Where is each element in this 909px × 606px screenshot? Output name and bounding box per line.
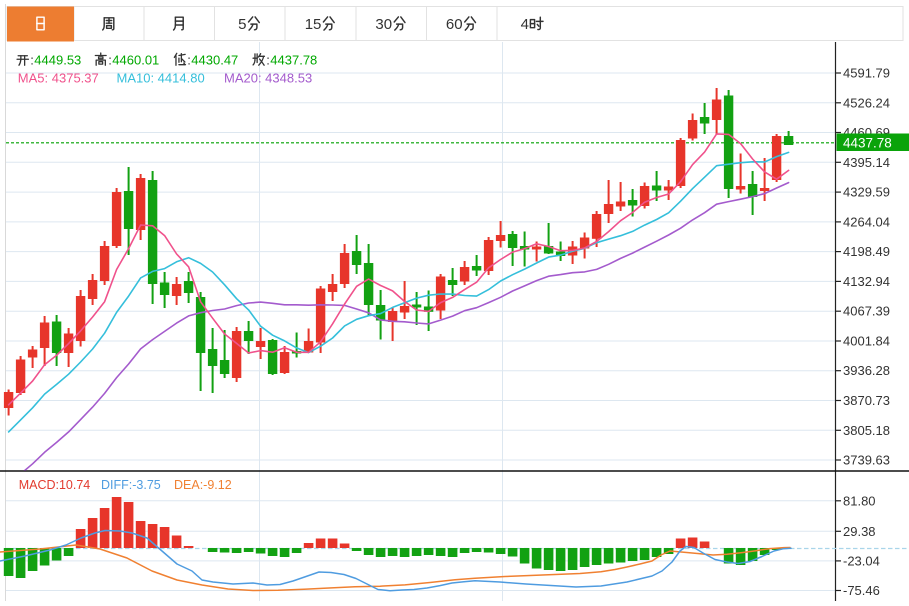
- svg-text:MA5: 4375.37: MA5: 4375.37: [18, 70, 99, 85]
- svg-text:4591.79: 4591.79: [843, 66, 890, 81]
- svg-text:4: 4: [521, 16, 529, 33]
- svg-text:4430.47: 4430.47: [191, 52, 238, 67]
- svg-text:5: 5: [238, 16, 246, 33]
- svg-text:4329.59: 4329.59: [843, 185, 890, 200]
- svg-text:DIFF:-3.75: DIFF:-3.75: [101, 478, 161, 492]
- svg-text:4198.49: 4198.49: [843, 244, 890, 259]
- svg-text:81.80: 81.80: [843, 493, 876, 508]
- svg-text:30: 30: [375, 16, 392, 33]
- svg-text:29.38: 29.38: [843, 524, 876, 539]
- svg-text:4437.78: 4437.78: [843, 135, 892, 150]
- svg-text:4001.84: 4001.84: [843, 334, 890, 349]
- svg-text:DEA:-9.12: DEA:-9.12: [174, 478, 232, 492]
- svg-text:-23.04: -23.04: [843, 553, 880, 568]
- svg-text::: :: [266, 52, 270, 67]
- svg-text:3870.73: 3870.73: [843, 393, 890, 408]
- svg-text:3739.63: 3739.63: [843, 453, 890, 468]
- svg-text:-75.46: -75.46: [843, 583, 880, 598]
- svg-text:3936.28: 3936.28: [843, 363, 890, 378]
- svg-text::: :: [187, 52, 191, 67]
- svg-text:4067.39: 4067.39: [843, 304, 890, 319]
- svg-text:3805.18: 3805.18: [843, 423, 890, 438]
- svg-text:60: 60: [446, 16, 463, 33]
- svg-text:4460.01: 4460.01: [112, 52, 159, 67]
- svg-text:4449.53: 4449.53: [34, 52, 81, 67]
- svg-text:4264.04: 4264.04: [843, 214, 890, 229]
- svg-text:4437.78: 4437.78: [270, 52, 317, 67]
- svg-text:MA10: 4414.80: MA10: 4414.80: [117, 70, 205, 85]
- svg-text:4526.24: 4526.24: [843, 95, 890, 110]
- svg-text::: :: [30, 52, 34, 67]
- svg-text::: :: [108, 52, 112, 67]
- svg-text:15: 15: [305, 16, 322, 33]
- svg-text:MACD:10.74: MACD:10.74: [19, 478, 91, 492]
- svg-text:MA20: 4348.53: MA20: 4348.53: [224, 70, 312, 85]
- svg-text:4132.94: 4132.94: [843, 274, 890, 289]
- svg-text:4395.14: 4395.14: [843, 155, 890, 170]
